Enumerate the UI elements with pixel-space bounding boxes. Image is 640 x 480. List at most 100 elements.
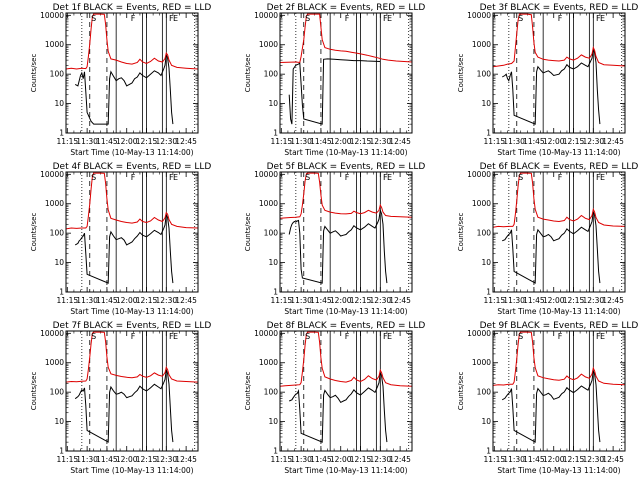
x-tick-label: 11:30 <box>76 137 98 146</box>
lld-series-line <box>66 172 198 230</box>
x-tick-label: 12:15 <box>136 455 158 464</box>
panel-title: Det 4f BLACK = Events, RED = LLD <box>53 162 212 172</box>
x-tick-label: 12:45 <box>175 137 197 146</box>
x-tick-label: 11:15 <box>484 455 506 464</box>
y-axis-label: Counts/sec <box>30 54 38 93</box>
flare-marker-e: E <box>600 173 605 182</box>
y-tick-label: 100 <box>50 70 65 79</box>
y-axis-label: Counts/sec <box>244 213 252 252</box>
lld-series-line <box>66 13 198 70</box>
y-tick-label: 10 <box>481 417 491 426</box>
flare-marker-e: E <box>387 173 392 182</box>
x-axis-label: Start Time (10-May-13 11:14:00) <box>497 466 620 475</box>
detector-panel-5f: Det 5f BLACK = Events, RED = LLD Counts/s… <box>244 162 425 316</box>
lld-series-line <box>493 13 625 68</box>
y-tick-label: 10000 <box>467 170 491 179</box>
y-tick-label: 1 <box>486 129 491 138</box>
y-tick-label: 10000 <box>254 11 278 20</box>
panel-title: Det 6f BLACK = Events, RED = LLD <box>480 162 639 172</box>
y-tick-label: 10 <box>54 258 64 267</box>
x-tick-label: 12:00 <box>543 137 565 146</box>
x-axis-label: Start Time (10-May-13 11:14:00) <box>70 148 193 157</box>
x-tick-label: 12:15 <box>563 296 585 305</box>
x-tick-label: 12:45 <box>602 455 624 464</box>
detector-panel-8f: Det 8f BLACK = Events, RED = LLD Counts/s… <box>244 321 425 475</box>
flare-marker-s: S <box>518 173 523 182</box>
flare-marker-f: F <box>596 173 601 182</box>
y-axis-label: Counts/sec <box>244 54 252 93</box>
x-axis-label: Start Time (10-May-13 11:14:00) <box>497 148 620 157</box>
x-tick-label: 11:45 <box>523 455 545 464</box>
y-tick-label: 100 <box>477 70 492 79</box>
y-axis-label: Counts/sec <box>30 213 38 252</box>
lld-series-line <box>280 172 412 219</box>
flare-marker-s: S <box>91 332 96 341</box>
x-tick-label: 11:15 <box>57 455 79 464</box>
flare-marker-e: E <box>173 332 178 341</box>
detector-panel-4f: Det 4f BLACK = Events, RED = LLD Counts/s… <box>30 162 211 316</box>
flare-marker-e: E <box>600 332 605 341</box>
y-tick-label: 1 <box>59 447 64 456</box>
y-tick-label: 100 <box>264 388 279 397</box>
flare-marker-f: F <box>131 173 136 182</box>
x-tick-label: 12:00 <box>330 296 352 305</box>
flare-marker-f: F <box>131 14 136 23</box>
x-tick-label: 12:00 <box>116 296 138 305</box>
x-axis-label: Start Time (10-May-13 11:14:00) <box>497 307 620 316</box>
y-tick-label: 10 <box>54 99 64 108</box>
panel-title: Det 7f BLACK = Events, RED = LLD <box>53 321 212 331</box>
y-tick-label: 10000 <box>467 11 491 20</box>
x-tick-label: 11:15 <box>484 296 506 305</box>
x-tick-label: 12:30 <box>583 137 605 146</box>
flare-marker-s: S <box>91 14 96 23</box>
flare-marker-f: F <box>596 332 601 341</box>
y-tick-label: 10000 <box>40 170 64 179</box>
y-tick-label: 1000 <box>259 199 278 208</box>
x-tick-label: 12:45 <box>602 137 624 146</box>
flare-marker-f: F <box>345 14 350 23</box>
flare-marker-s: S <box>518 14 523 23</box>
y-tick-label: 1000 <box>472 199 491 208</box>
y-tick-label: 100 <box>477 388 492 397</box>
y-tick-label: 1000 <box>472 358 491 367</box>
lld-series-line <box>493 172 625 228</box>
y-tick-label: 1000 <box>259 40 278 49</box>
x-tick-label: 11:45 <box>310 296 332 305</box>
y-tick-label: 1000 <box>259 358 278 367</box>
events-series-line <box>501 369 601 443</box>
flare-marker-f: F <box>558 14 563 23</box>
x-tick-label: 12:00 <box>116 455 138 464</box>
flare-marker-f: F <box>558 173 563 182</box>
y-axis-label: Counts/sec <box>30 372 38 411</box>
flare-marker-e: E <box>387 14 392 23</box>
y-tick-label: 10000 <box>254 329 278 338</box>
plot-frame <box>65 171 199 293</box>
detector-panel-2f: Det 2f BLACK = Events, RED = LLD Counts/s… <box>244 3 425 157</box>
y-tick-label: 1 <box>486 447 491 456</box>
x-axis-label: Start Time (10-May-13 11:14:00) <box>70 466 193 475</box>
events-series-line <box>74 54 174 125</box>
events-series-line <box>502 211 601 284</box>
x-tick-label: 11:30 <box>290 455 312 464</box>
events-series-line <box>288 58 381 125</box>
lld-series-line <box>493 331 625 386</box>
y-tick-label: 1000 <box>45 199 64 208</box>
y-axis-label: Counts/sec <box>457 213 465 252</box>
flare-marker-f: F <box>169 332 174 341</box>
plot-frame <box>65 12 199 134</box>
x-tick-label: 12:45 <box>175 296 197 305</box>
y-tick-label: 10 <box>54 417 64 426</box>
x-tick-label: 12:30 <box>156 455 178 464</box>
x-tick-label: 12:15 <box>350 137 372 146</box>
y-tick-label: 10000 <box>254 170 278 179</box>
x-tick-label: 12:30 <box>156 137 178 146</box>
x-tick-label: 11:45 <box>310 455 332 464</box>
x-axis-label: Start Time (10-May-13 11:14:00) <box>284 307 407 316</box>
detector-panel-3f: Det 3f BLACK = Events, RED = LLD Counts/s… <box>457 3 638 157</box>
flare-marker-s: S <box>305 173 310 182</box>
events-series-line <box>288 210 388 284</box>
x-tick-label: 12:15 <box>350 455 372 464</box>
flare-marker-e: E <box>173 173 178 182</box>
x-tick-label: 12:00 <box>330 455 352 464</box>
x-tick-label: 12:15 <box>350 296 372 305</box>
